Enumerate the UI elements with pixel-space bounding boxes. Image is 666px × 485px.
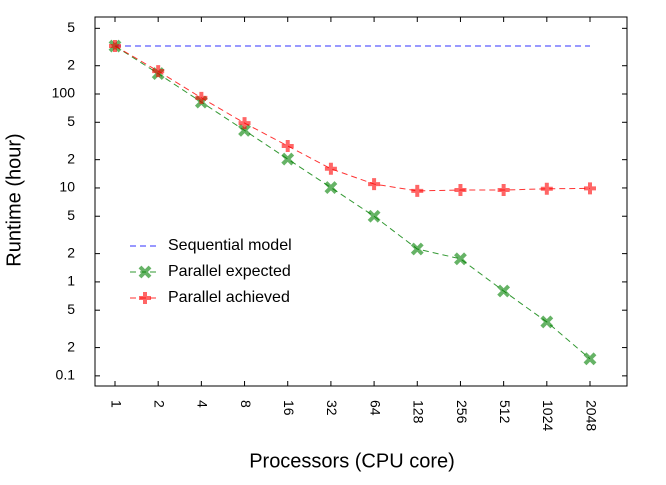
y-tick-label: 5 <box>67 19 75 35</box>
marker <box>139 292 151 304</box>
marker <box>410 242 424 256</box>
marker <box>281 152 295 166</box>
series-line <box>114 45 591 360</box>
y-tick-label: 2 <box>67 244 75 260</box>
marker <box>281 139 294 152</box>
y-tick-label: 10 <box>59 179 75 195</box>
marker <box>324 162 337 175</box>
legend-label: Parallel expected <box>168 263 291 280</box>
x-tick-label: 64 <box>367 400 383 416</box>
y-tick-label: 1 <box>67 273 75 289</box>
x-tick-label: 2 <box>151 400 167 408</box>
y-tick-label: 5 <box>67 301 75 317</box>
marker <box>497 184 510 197</box>
x-tick-label: 128 <box>411 400 427 424</box>
y-tick-label: 5 <box>67 113 75 129</box>
marker <box>454 184 467 197</box>
y-axis-title: Runtime (hour) <box>3 133 25 266</box>
marker <box>540 182 553 195</box>
marker <box>138 265 152 279</box>
marker <box>324 181 338 194</box>
y-tick-label: 2 <box>67 56 75 72</box>
x-tick-label: 8 <box>238 400 254 408</box>
x-tick-label: 4 <box>195 400 211 408</box>
x-tick-label: 256 <box>454 400 470 424</box>
marker <box>368 178 381 191</box>
y-tick-label: 100 <box>52 85 76 101</box>
x-tick-label: 32 <box>324 400 340 416</box>
y-tick-label: 0.1 <box>56 367 76 383</box>
marker <box>411 184 424 197</box>
marker <box>238 123 251 137</box>
x-tick-label: 16 <box>281 400 297 416</box>
marker <box>109 40 121 53</box>
x-tick-label: 2048 <box>583 400 599 431</box>
legend: Sequential model Parallel expected Paralle… <box>130 237 292 306</box>
marker <box>238 117 251 130</box>
legend-label: Parallel achieved <box>168 289 290 306</box>
x-tick-label: 512 <box>497 400 513 424</box>
y-tick-label: 5 <box>67 207 75 223</box>
marker <box>583 352 597 366</box>
marker <box>195 91 208 104</box>
y-tick-label: 2 <box>67 150 75 166</box>
x-tick-label: 1024 <box>540 400 556 431</box>
marker <box>367 209 381 223</box>
marker <box>152 65 165 78</box>
marker <box>454 252 467 266</box>
marker <box>540 315 554 329</box>
x-tick-label: 1 <box>108 400 124 408</box>
plot-frame <box>94 16 628 387</box>
marker <box>584 182 596 195</box>
y-tick-label: 2 <box>67 338 75 354</box>
series-line <box>114 45 591 192</box>
x-axis-title: Processors (CPU core) <box>249 450 455 472</box>
legend-label: Sequential model <box>168 237 292 254</box>
marker <box>497 284 511 298</box>
